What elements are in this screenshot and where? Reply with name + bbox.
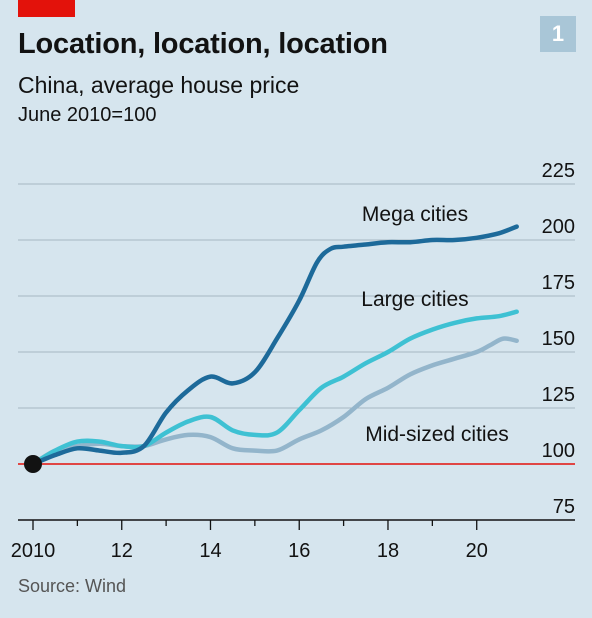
series-label-mega: Mega cities bbox=[362, 203, 468, 226]
chart-subtitle: China, average house price bbox=[18, 72, 300, 98]
series-label-mid: Mid-sized cities bbox=[365, 423, 509, 446]
series-line-large bbox=[30, 309, 519, 467]
x-tick-label-14: 14 bbox=[199, 540, 221, 562]
y-tick-label-175: 175 bbox=[542, 272, 575, 294]
y-tick-label-100: 100 bbox=[542, 440, 575, 462]
y-tick-label-125: 125 bbox=[542, 384, 575, 406]
x-tick-label-16: 16 bbox=[288, 540, 310, 562]
chart-number-badge: 1 bbox=[540, 16, 576, 52]
y-tick-label-200: 200 bbox=[542, 216, 575, 238]
y-tick-label-75: 75 bbox=[553, 496, 575, 518]
start-point-dot bbox=[24, 455, 42, 473]
chart-unit-label: June 2010=100 bbox=[18, 104, 157, 126]
brand-red-tag bbox=[18, 0, 75, 17]
x-tick-label-2010: 2010 bbox=[11, 540, 56, 562]
series-layer bbox=[24, 224, 519, 473]
source-note: Source: Wind bbox=[18, 576, 127, 596]
chart-title: Location, location, location bbox=[18, 28, 388, 60]
series-label-large: Large cities bbox=[361, 288, 468, 311]
x-tick-label-12: 12 bbox=[111, 540, 133, 562]
y-tick-label-150: 150 bbox=[542, 328, 575, 350]
x-tick-label-18: 18 bbox=[377, 540, 399, 562]
y-tick-label-225: 225 bbox=[542, 160, 575, 182]
series-line-mega bbox=[30, 224, 519, 467]
label-layer: 75 100 125 150 175 200 225 2010 12 14 16 18 20 Mega c… bbox=[11, 160, 575, 562]
x-tick-label-20: 20 bbox=[466, 540, 488, 562]
grid-layer bbox=[18, 183, 575, 530]
